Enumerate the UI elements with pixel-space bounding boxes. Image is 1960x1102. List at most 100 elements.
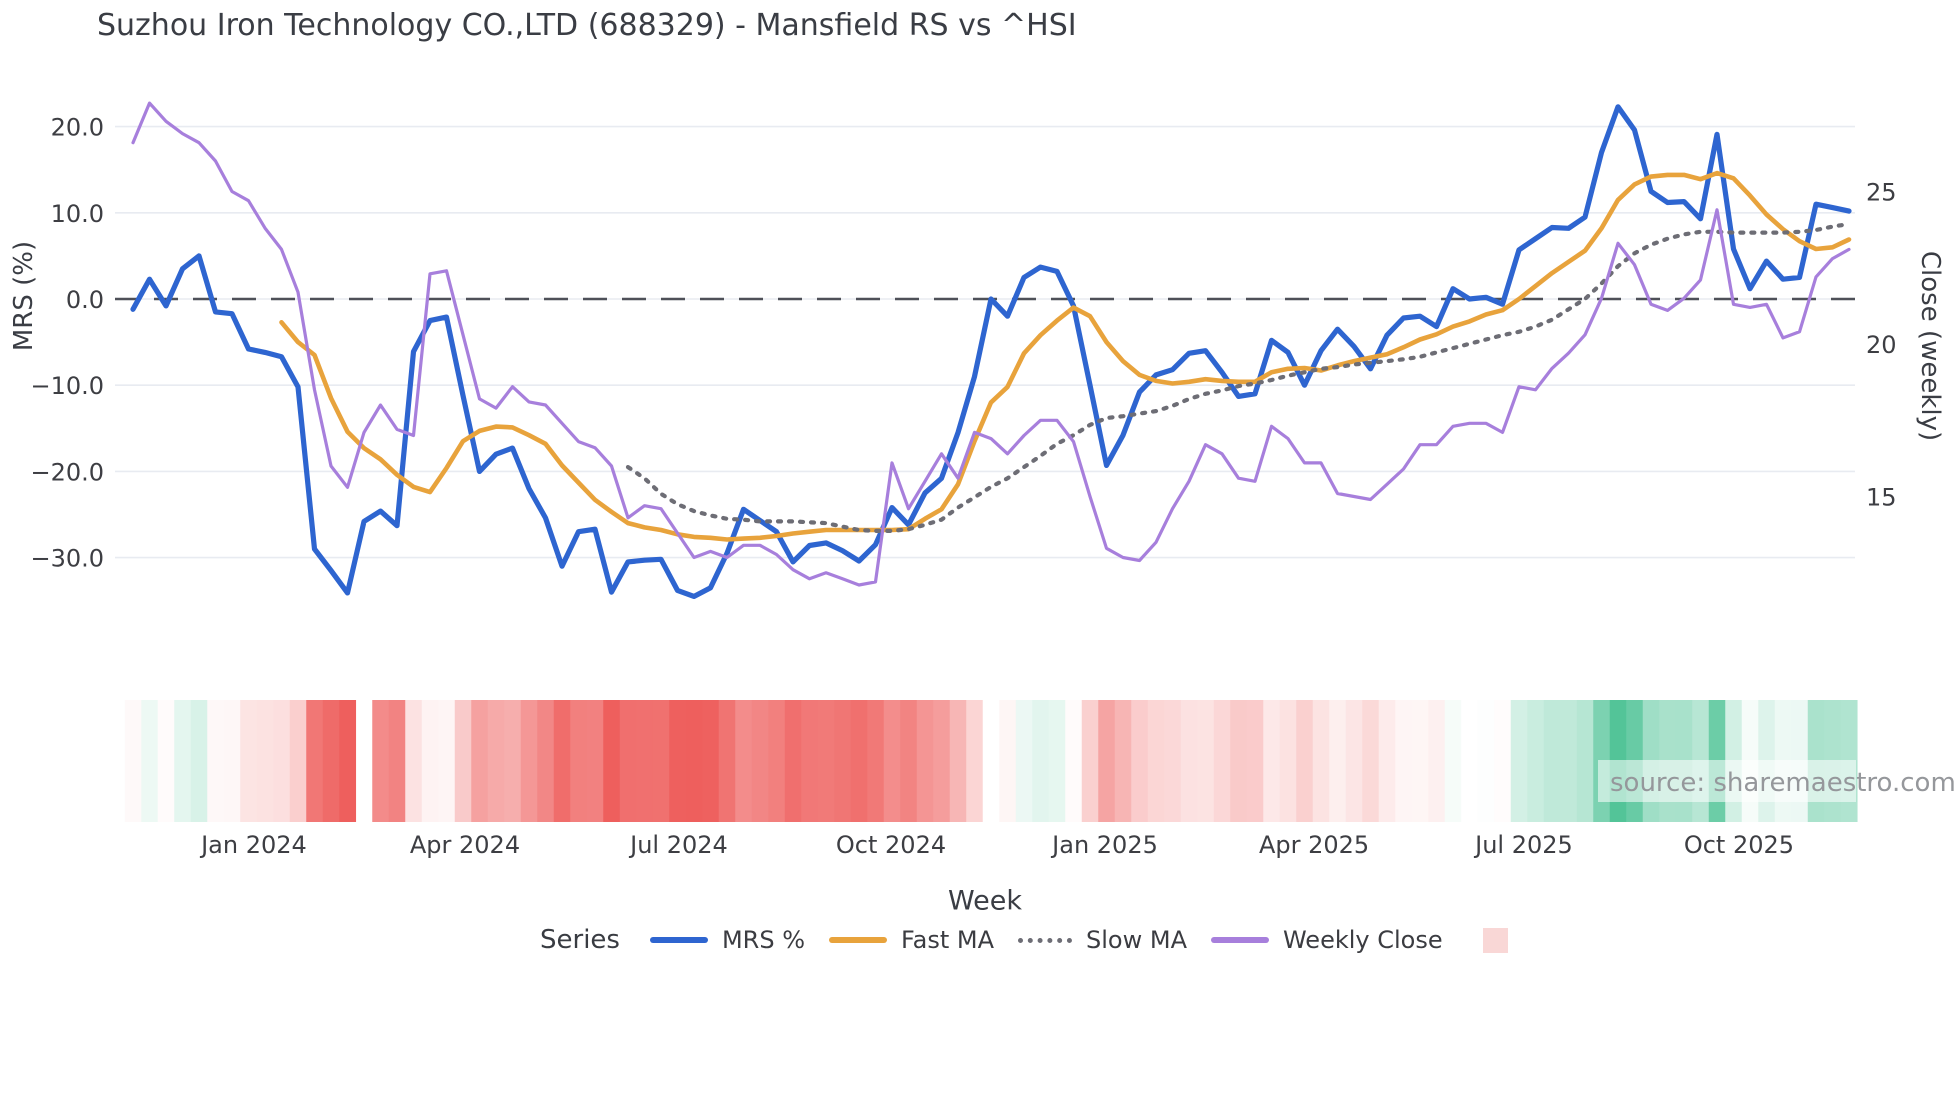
source-overlay-box [1598, 760, 1856, 802]
heatmap-cell [520, 700, 538, 822]
heatmap-cell [883, 700, 901, 822]
heatmap-cell [718, 700, 736, 822]
heatmap-cell [1510, 700, 1528, 822]
heatmap-cell [603, 700, 621, 822]
heatmap-cell [487, 700, 505, 822]
heatmap-cell [702, 700, 720, 822]
heatmap-cell [1213, 700, 1231, 822]
heatmap-swatch-icon [1482, 927, 1508, 953]
x-axis-tick: Jan 2024 [199, 831, 307, 859]
right-axis-tick: 25 [1866, 179, 1897, 207]
heatmap-cell [1362, 700, 1380, 822]
heatmap-cell [751, 700, 769, 822]
x-axis-tick: Oct 2025 [1684, 831, 1794, 859]
heatmap-cell [1147, 700, 1165, 822]
heatmap-cell [669, 700, 687, 822]
heatmap-cell [1114, 700, 1132, 822]
heatmap-cell [388, 700, 406, 822]
heatmap-cell [834, 700, 852, 822]
right-axis-title: Close (weekly) [1915, 250, 1945, 442]
heatmap-cell [256, 700, 274, 822]
heatmap-cell [1527, 700, 1545, 822]
heatmap-cell [900, 700, 918, 822]
heatmap-cell [1164, 700, 1182, 822]
legend-title: Series [540, 925, 620, 955]
legend-item-fastma: Fast MA [829, 926, 994, 954]
heatmap-cell [966, 700, 984, 822]
heatmap-cell [1560, 700, 1578, 822]
heatmap-cell [1428, 700, 1446, 822]
heatmap-cell [801, 700, 819, 822]
slowma-dotted-swatch-icon [1018, 937, 1073, 943]
heatmap-cell [999, 700, 1017, 822]
heatmap-cell [1329, 700, 1347, 822]
heatmap-cell [421, 700, 439, 822]
page-title: Suzhou Iron Technology CO.,LTD (688329) … [97, 8, 1077, 43]
heatmap-cell [174, 700, 192, 822]
heatmap-cell [735, 700, 753, 822]
heatmap-cell [537, 700, 555, 822]
left-axis-title: MRS (%) [9, 240, 39, 352]
heatmap-cell [1015, 700, 1033, 822]
heatmap-cell [916, 700, 934, 822]
legend-item-mrs: MRS % [649, 926, 805, 954]
x-axis-tick: Apr 2024 [410, 831, 520, 859]
legend-item-label: Fast MA [901, 926, 995, 954]
heatmap-cell [405, 700, 423, 822]
heatmap-cell [190, 700, 208, 822]
heatmap-cell [1246, 700, 1264, 822]
heatmap-cell [570, 700, 588, 822]
heatmap-cell [141, 700, 159, 822]
heatmap-cell [784, 700, 802, 822]
heatmap-cell [157, 700, 175, 822]
series-line-mrs- [130, 104, 1852, 599]
x-axis-tick: Jan 2025 [1050, 831, 1158, 859]
series-line-fast-ma [279, 170, 1852, 542]
heatmap-cell [1411, 700, 1429, 822]
heatmap-cell [1081, 700, 1099, 822]
x-axis-tick: Jul 2024 [628, 831, 728, 859]
x-axis-tick: Oct 2024 [836, 831, 946, 859]
left-axis-tick: 10.0 [51, 200, 104, 228]
heatmap-cell [1263, 700, 1281, 822]
heatmap-cell [867, 700, 885, 822]
heatmap-cell [817, 700, 835, 822]
heatmap-cell [1296, 700, 1314, 822]
weeklyclose-line-swatch-icon [1210, 937, 1269, 943]
left-axis-tick: 0.0 [66, 286, 104, 314]
heatmap-cell [504, 700, 522, 822]
legend-item-label: Weekly Close [1282, 926, 1443, 954]
heatmap-cell [471, 700, 489, 822]
heatmap-cell [1395, 700, 1413, 822]
heatmap-cell [1032, 700, 1050, 822]
fastma-line-swatch-icon [829, 937, 888, 943]
left-axis-tick: 20.0 [51, 114, 104, 142]
left-axis-tick: −10.0 [30, 372, 104, 400]
heatmap-cell [207, 700, 225, 822]
legend-item-slowma: Slow MA [1018, 926, 1187, 954]
heatmap-cell [240, 700, 258, 822]
heatmap-cell [223, 700, 241, 822]
heatmap-cell [652, 700, 670, 822]
heatmap-cell [372, 700, 390, 822]
legend: Series MRS % Fast MA Slow MA Weekly Clos… [540, 921, 1508, 959]
heatmap-cell [1345, 700, 1363, 822]
heatmap-cell [1461, 700, 1479, 822]
legend-item-label: Slow MA [1086, 926, 1187, 954]
heatmap-cell [124, 700, 142, 822]
heatmap-cell [685, 700, 703, 822]
heatmap-cell [619, 700, 637, 822]
series-line-slow-ma [625, 221, 1852, 533]
x-axis-tick: Apr 2025 [1259, 831, 1369, 859]
mrs-line-swatch-icon [649, 937, 708, 943]
heatmap-cell [322, 700, 340, 822]
heatmap-cell [586, 700, 604, 822]
left-axis-tick: −30.0 [30, 545, 104, 573]
heatmap-cell [1230, 700, 1248, 822]
heatmap-cell [850, 700, 868, 822]
heatmap-cell [1065, 700, 1083, 822]
heatmap-cell [636, 700, 654, 822]
heatmap-cell [1197, 700, 1215, 822]
heatmap-cell [1180, 700, 1198, 822]
